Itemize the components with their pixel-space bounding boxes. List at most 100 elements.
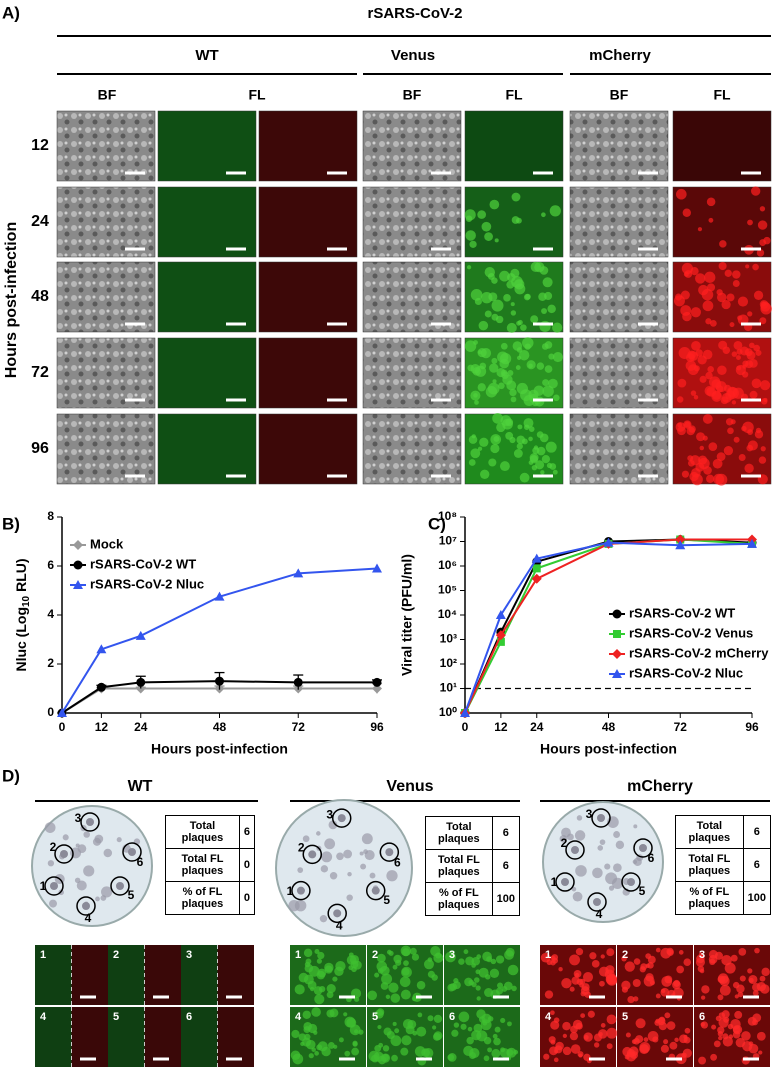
micrograph [217,1007,254,1067]
plaque [615,840,625,850]
fluorescent-cell [553,394,560,402]
fluorescent-cell [544,365,553,373]
x-tick-label: 96 [370,720,384,734]
plaque [360,863,367,870]
fluorescent-cell [513,279,525,290]
fluorescent-cell [723,1016,730,1023]
fluorescent-cell [536,362,545,370]
fluorescent-cell [509,388,517,397]
plaque-ring [621,872,641,892]
fluorescent-cell [697,355,707,365]
plaque [592,867,603,879]
fluorescent-cell [716,452,726,461]
marker [603,537,614,547]
image-label: 6 [186,1011,192,1023]
table-cell: 100 [491,882,521,916]
series-line [464,538,752,714]
micrograph [144,1007,181,1067]
y-tick-label: 10⁵ [438,583,457,597]
fluorescent-cell [752,263,759,271]
fluorescent-cell [517,319,523,326]
plaque [329,872,338,880]
micrograph [157,413,257,485]
fluorescent-cell [524,293,531,300]
fluorescent-cell [759,975,766,982]
fluorescent-cell [553,1057,559,1063]
fluorescent-cell [748,1043,759,1054]
fluorescent-cell [751,186,761,196]
fluorescent-cell [758,1050,763,1055]
fluorescent-cell [562,1021,571,1031]
fluorescent-cell [756,981,766,992]
plaque [613,831,621,838]
fluorescent-cell [546,959,553,966]
plaque [47,860,55,867]
plaque [328,820,338,830]
fluorescent-cell [664,975,673,984]
panel-label: A) [2,3,20,22]
fluorescent-cell [463,949,469,955]
fluorescent-cell [575,948,584,956]
fluorescent-cell [682,311,692,322]
fluorescent-cell [460,1023,467,1030]
fluorescent-cell [290,1050,301,1061]
table-cell: 0 [238,848,256,882]
fluorescent-cell [381,973,393,985]
fluorescent-cell [683,1036,691,1044]
fluorescent-cell [311,1007,321,1017]
series-line [61,567,378,714]
marker [372,563,382,573]
fluorescent-cell [517,424,523,430]
plaque-ring [587,892,607,912]
fluorescent-cell [541,308,548,314]
fluorescent-cell [386,949,392,955]
fluorescent-cell [697,227,703,232]
fluorescent-cell [604,969,615,980]
plaque-label: 3 [586,807,593,821]
image-label: 2 [622,949,628,961]
fluorescent-cell [722,346,731,354]
fluorescent-cell [626,1049,636,1058]
fluorescent-cell [510,310,517,316]
plaque [95,896,100,902]
fluorescent-cell [494,1026,501,1033]
plaque [83,865,95,877]
fluorescent-cell [516,382,528,395]
y-axis-label: Viral titer (PFU/ml) [399,554,415,676]
fluorescent-cell [394,1028,400,1034]
fluorescent-cell [753,290,764,300]
plaque [361,833,373,845]
fluorescent-cell [409,947,417,955]
table-cell: % of FL plaques [675,881,744,915]
fluorescent-cell [523,394,535,407]
fluorescent-cell [487,272,495,280]
y-tick-label: 4 [47,607,54,621]
fluorescent-cell [591,959,600,968]
fluorescent-cell [690,307,702,318]
fluorescent-cell [606,1014,617,1025]
micrograph [258,186,358,258]
plaque [49,899,57,908]
micrograph [56,186,156,258]
marker [460,708,470,717]
image-label: 4 [545,1011,552,1023]
fluorescent-cell [698,455,708,465]
fluorescent-cell [660,1044,669,1053]
plaque [346,894,353,901]
fluorescent-cell [327,1042,335,1049]
fluorescent-cell [674,1037,679,1043]
fluorescent-cell [550,1010,555,1016]
fluorescent-cell [759,206,766,212]
fluorescent-cell [492,1033,498,1039]
table-cell: 6 [238,815,256,849]
fluorescent-cell [298,1033,307,1041]
fluorescent-cell [721,1010,730,1019]
micrograph [217,945,254,1005]
fluorescent-cell [326,991,334,999]
fluorescent-cell [732,270,741,279]
micrograph [569,186,669,258]
fluorescent-cell [747,219,753,226]
fluorescent-cell [701,288,714,301]
micrograph [569,413,669,485]
fluorescent-cell [509,436,516,444]
